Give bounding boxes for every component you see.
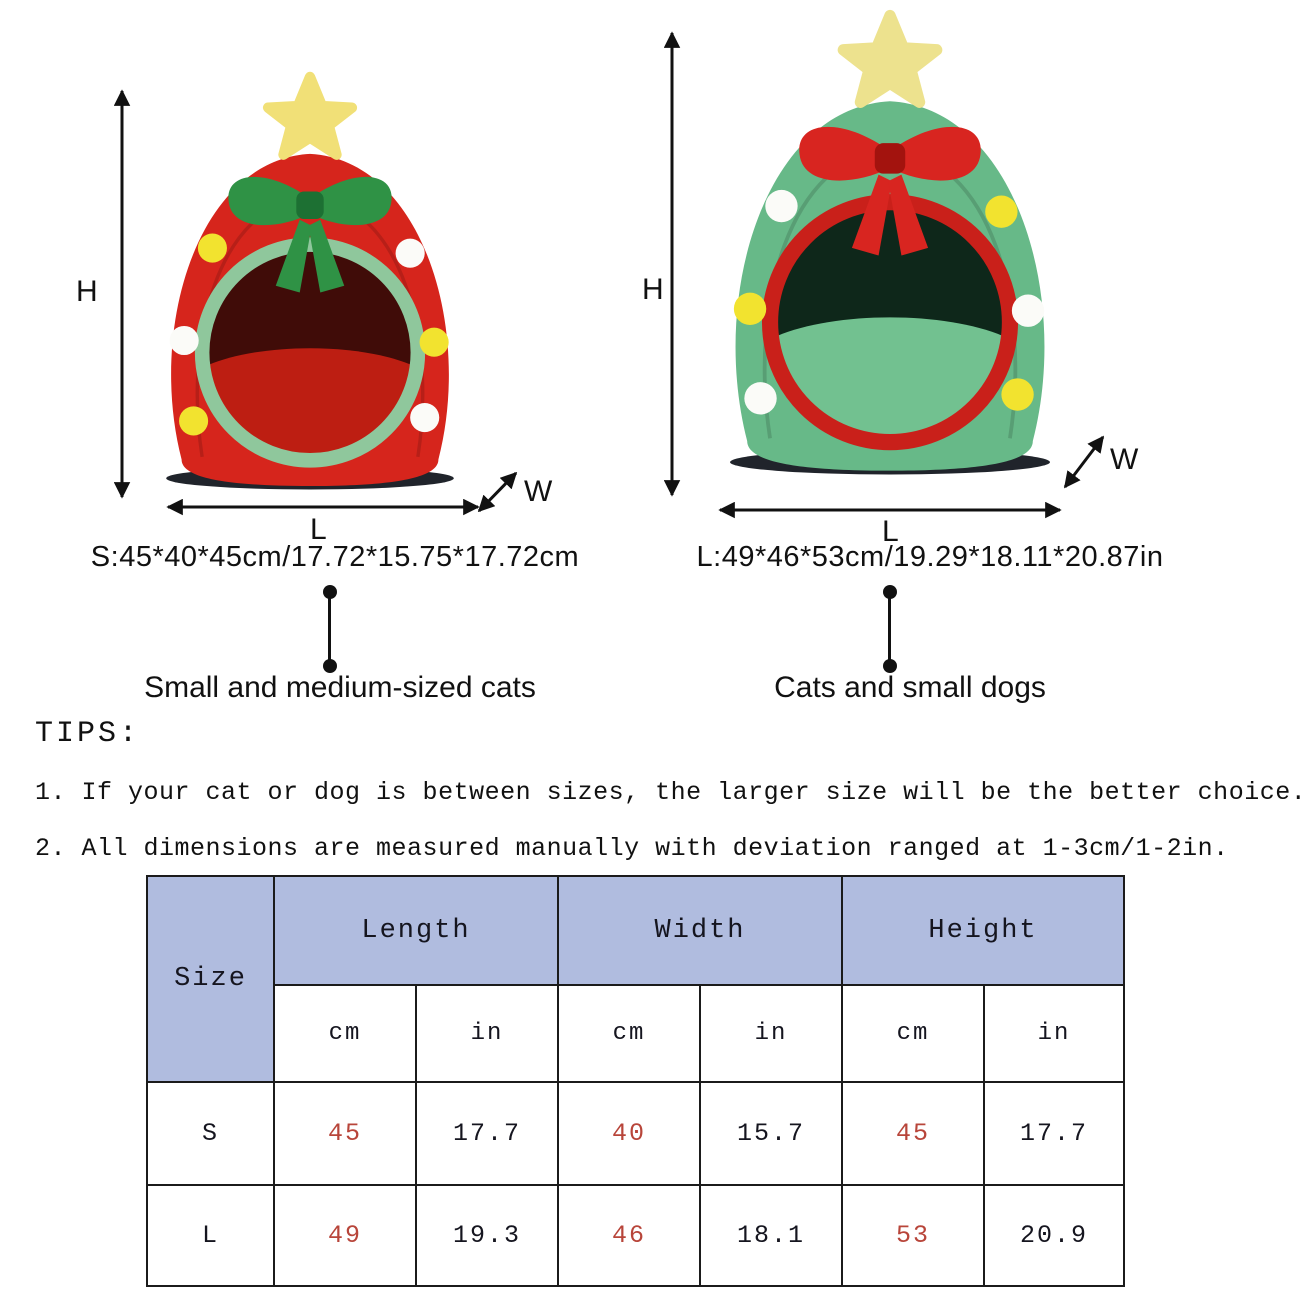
height-label: H bbox=[76, 275, 98, 308]
length-label: L bbox=[310, 513, 327, 546]
unit-header: cm bbox=[273, 984, 417, 1083]
tip-item-2: 2. All dimensions are measured manually … bbox=[35, 834, 1229, 863]
width-dimension-arrow-icon bbox=[1063, 435, 1105, 489]
table-row-size-l: L 49 19.3 46 18.1 53 20.9 bbox=[146, 1184, 1126, 1287]
cell-s-width-cm: 40 bbox=[557, 1081, 701, 1186]
height-label: H bbox=[642, 273, 664, 306]
cell-l-length-in: 19.3 bbox=[415, 1184, 559, 1287]
row-size-label: L bbox=[146, 1184, 275, 1287]
unit-header: cm bbox=[557, 984, 701, 1083]
table-row-size-s: S 45 17.7 40 15.7 45 17.7 bbox=[146, 1081, 1126, 1186]
table-unit-header-row: cm in cm in cm in bbox=[147, 984, 1126, 1083]
cell-l-width-in: 18.1 bbox=[698, 1184, 844, 1287]
figure-large-green-bed: H L W bbox=[640, 5, 1220, 550]
cell-s-length-cm: 45 bbox=[273, 1081, 417, 1186]
table-header-height: Height bbox=[841, 875, 1126, 986]
cell-l-length-cm: 49 bbox=[273, 1184, 417, 1287]
cell-l-height-cm: 53 bbox=[841, 1184, 986, 1287]
audience-label-large: Cats and small dogs bbox=[774, 671, 1046, 704]
unit-header: in bbox=[698, 984, 844, 1083]
width-label: W bbox=[524, 475, 553, 508]
width-label: W bbox=[1110, 443, 1139, 476]
cell-s-height-in: 17.7 bbox=[983, 1081, 1126, 1186]
cell-s-width-in: 15.7 bbox=[698, 1081, 844, 1186]
table-corner-header: Size bbox=[146, 875, 275, 1083]
table-group-header-row: Size Length Width Height bbox=[146, 875, 1126, 1083]
cell-s-length-in: 17.7 bbox=[415, 1081, 559, 1186]
row-size-label: S bbox=[146, 1081, 275, 1186]
connector-line bbox=[888, 592, 891, 666]
cell-l-width-cm: 46 bbox=[557, 1184, 701, 1287]
unit-header: in bbox=[983, 984, 1126, 1083]
width-dimension-arrow-icon bbox=[477, 471, 518, 513]
figure-small-red-bed: H L W bbox=[60, 45, 600, 560]
product-photo-large-green-bed bbox=[663, 5, 1105, 519]
tips-heading: TIPS: bbox=[35, 717, 141, 751]
unit-header: cm bbox=[841, 984, 986, 1083]
dimension-text-small: S:45*40*45cm/17.72*15.75*17.72cm bbox=[90, 541, 580, 573]
dimension-text-large: L:49*46*53cm/19.29*18.11*20.87in bbox=[696, 541, 1164, 573]
audience-label-small: Small and medium-sized cats bbox=[144, 671, 536, 704]
tip-item-1: 1. If your cat or dog is between sizes, … bbox=[35, 778, 1300, 807]
table-header-width: Width bbox=[556, 875, 844, 986]
table-header-length: Length bbox=[273, 875, 559, 986]
cell-l-height-in: 20.9 bbox=[983, 1184, 1126, 1287]
tips-section: TIPS: 1. If your cat or dog is between s… bbox=[35, 716, 1300, 864]
length-label: L bbox=[882, 515, 899, 548]
size-table: Size Length Width Height cm in cm in cm … bbox=[146, 875, 1126, 1287]
unit-header: in bbox=[415, 984, 559, 1083]
product-photo-small-red-bed bbox=[113, 45, 518, 516]
cell-s-height-cm: 45 bbox=[841, 1081, 986, 1186]
connector-line bbox=[328, 592, 331, 666]
